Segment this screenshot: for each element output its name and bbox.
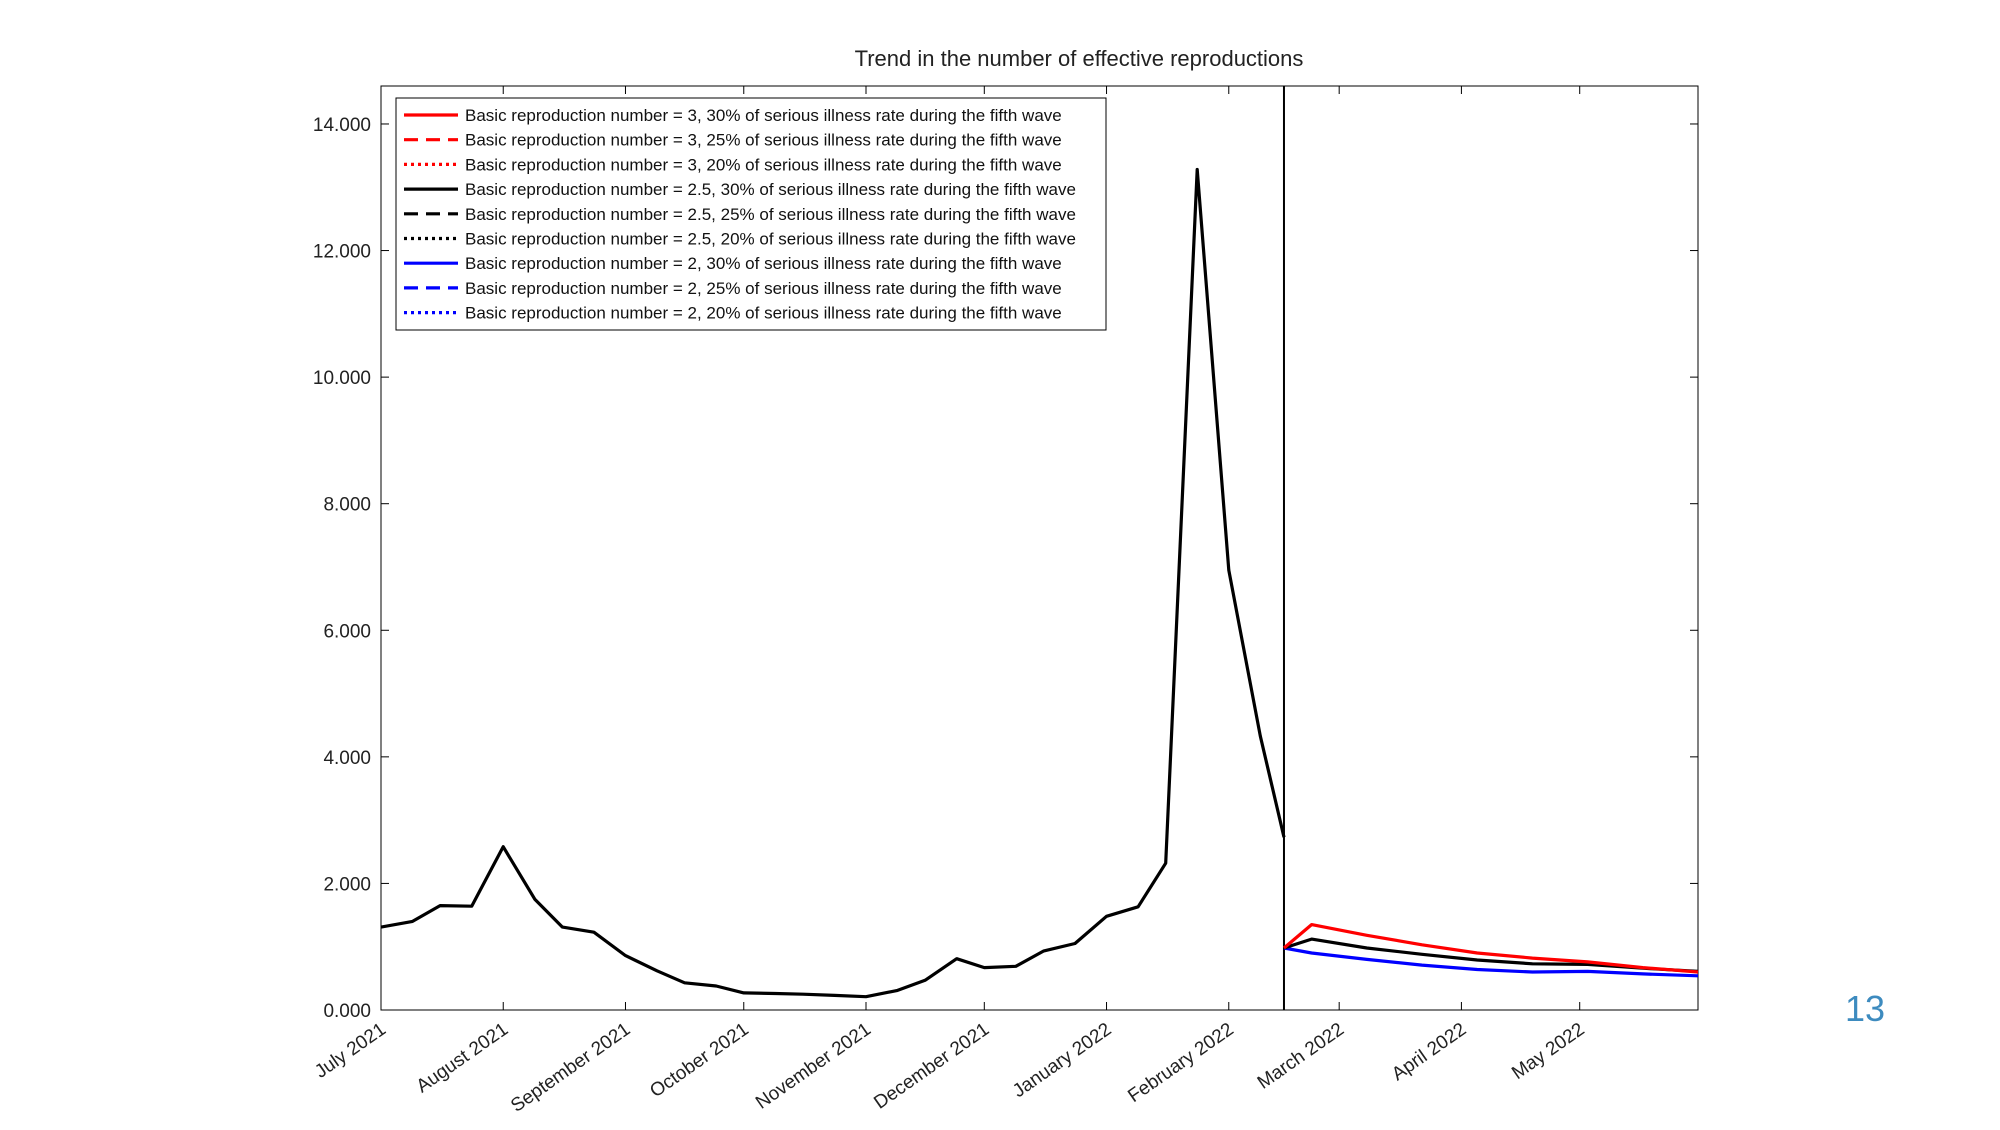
historical-line <box>380 167 1286 999</box>
x-tick-label: October 2021 <box>646 1019 752 1102</box>
x-tick-label: March 2022 <box>1254 1019 1348 1094</box>
y-tick-label: 0.000 <box>323 1001 371 1022</box>
legend-box <box>395 97 1107 331</box>
x-tick-label: November 2021 <box>752 1019 875 1114</box>
x-tick-label: August 2021 <box>413 1019 512 1097</box>
scenario-line-7 <box>1283 946 1699 978</box>
y-tick-label: 8.000 <box>323 495 371 516</box>
chart-title: Trend in the number of effective reprodu… <box>855 46 1304 71</box>
scenario-line-1 <box>1282 922 1699 974</box>
slide-page-number: 13 <box>1845 988 1886 1029</box>
y-tick-label: 2.000 <box>323 874 371 895</box>
plot-area <box>380 85 1699 1011</box>
legend-label: Basic reproduction number = 2.5, 20% of … <box>465 230 1076 249</box>
y-tick-label: 12.000 <box>313 242 371 263</box>
x-tick-label: January 2022 <box>1009 1019 1115 1102</box>
y-tick-label: 6.000 <box>323 621 371 642</box>
legend-label: Basic reproduction number = 2.5, 30% of … <box>465 180 1076 199</box>
legend-label: Basic reproduction number = 2.5, 25% of … <box>465 205 1076 224</box>
y-tick-label: 10.000 <box>313 368 371 389</box>
x-tick-label: May 2022 <box>1508 1019 1588 1084</box>
y-tick-label: 14.000 <box>313 115 371 136</box>
plot-lines <box>380 86 1699 1010</box>
legend-label: Basic reproduction number = 2, 25% of se… <box>465 279 1062 298</box>
legend-label: Basic reproduction number = 2, 20% of se… <box>465 304 1062 323</box>
x-tick-label: September 2021 <box>507 1019 634 1117</box>
legend-label: Basic reproduction number = 2, 30% of se… <box>465 254 1062 273</box>
legend-label: Basic reproduction number = 3, 25% of se… <box>465 131 1062 150</box>
x-tick-label: February 2022 <box>1124 1019 1237 1107</box>
legend-label: Basic reproduction number = 3, 30% of se… <box>465 106 1062 125</box>
legend: Basic reproduction number = 3, 30% of se… <box>395 97 1107 331</box>
legend-label: Basic reproduction number = 3, 20% of se… <box>465 155 1062 174</box>
x-tick-label: July 2021 <box>311 1019 390 1083</box>
y-tick-label: 4.000 <box>323 748 371 769</box>
y-axis: 0.000 2.000 4.000 6.000 8.000 10.000 12.000 14.… <box>313 115 1698 1022</box>
x-tick-label: April 2022 <box>1388 1019 1470 1085</box>
x-tick-label: December 2021 <box>870 1019 993 1114</box>
